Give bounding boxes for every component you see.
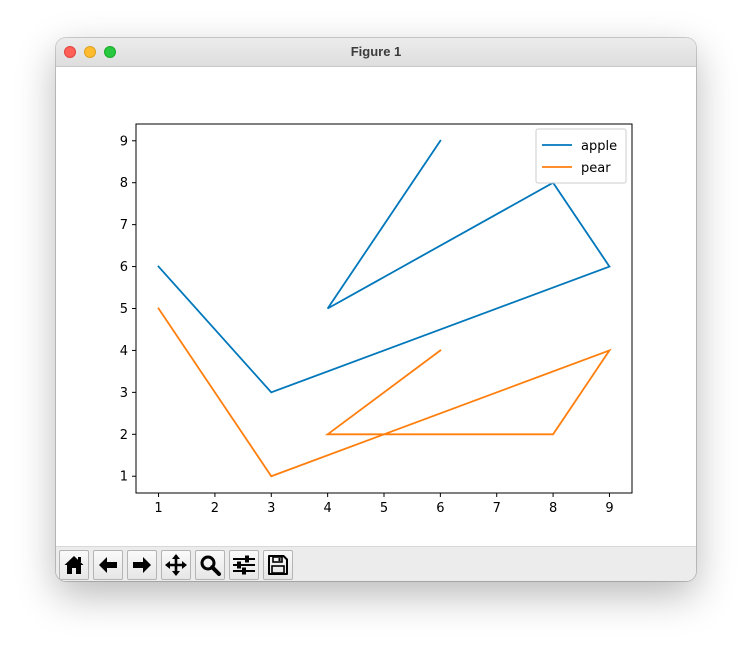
y-tick-label: 2	[120, 428, 128, 443]
plot-canvas: 1 2 3 4 5 6 7 8 9 1 2 3 4 5 6 7 8 9 apple pear	[120, 123, 633, 516]
pan-button[interactable]	[161, 550, 191, 580]
y-tick-label: 8	[120, 176, 128, 191]
zoom-button[interactable]	[195, 550, 225, 580]
x-tick-label: 2	[211, 501, 219, 516]
y-tick-label: 9	[120, 134, 128, 149]
figure-window: Figure 1 1 2 3 4 5 6 7 8 9 1 2 3 4 5 6 7 8 9 apple pear	[56, 38, 696, 581]
home-button[interactable]	[59, 550, 89, 580]
configure-subplots-button[interactable]	[229, 550, 259, 580]
move-icon	[165, 554, 187, 576]
y-tick-label: 6	[120, 260, 128, 275]
minimize-window-button[interactable]	[84, 46, 96, 58]
title-bar: Figure 1	[56, 38, 696, 67]
close-window-button[interactable]	[64, 46, 76, 58]
legend-label-apple: apple	[581, 139, 617, 154]
navigation-toolbar	[56, 546, 696, 581]
arrow-right-icon	[133, 557, 151, 573]
series-line-pear	[157, 307, 612, 478]
x-tick-label: 5	[380, 501, 388, 516]
x-tick-label: 4	[323, 501, 331, 516]
back-button[interactable]	[93, 550, 123, 580]
legend-box	[535, 128, 627, 184]
axes: 1 2 3 4 5 6 7 8 9 1 2 3 4 5 6 7 8 9 apple pear	[120, 123, 633, 516]
x-tick-label: 6	[436, 501, 444, 516]
floppy-disk-icon	[268, 555, 288, 575]
y-tick-label: 3	[120, 386, 128, 401]
sliders-icon	[233, 555, 255, 575]
save-button[interactable]	[263, 550, 293, 580]
forward-button[interactable]	[127, 550, 157, 580]
home-icon	[64, 556, 84, 574]
window-title: Figure 1	[350, 44, 402, 59]
y-tick-label: 4	[120, 344, 128, 359]
x-tick-label: 7	[493, 501, 501, 516]
series-line-apple	[157, 139, 611, 394]
x-tick-label: 1	[154, 501, 162, 516]
x-tick-label: 8	[549, 501, 557, 516]
legend-label-pear: pear	[581, 161, 611, 176]
magnifier-icon	[200, 555, 221, 576]
x-tick-label: 9	[605, 501, 613, 516]
arrow-left-icon	[99, 557, 117, 573]
y-tick-label: 5	[120, 302, 128, 317]
y-tick-label: 7	[120, 218, 128, 233]
x-tick-label: 3	[267, 501, 275, 516]
maximize-window-button[interactable]	[104, 46, 116, 58]
y-tick-label: 1	[120, 470, 128, 485]
